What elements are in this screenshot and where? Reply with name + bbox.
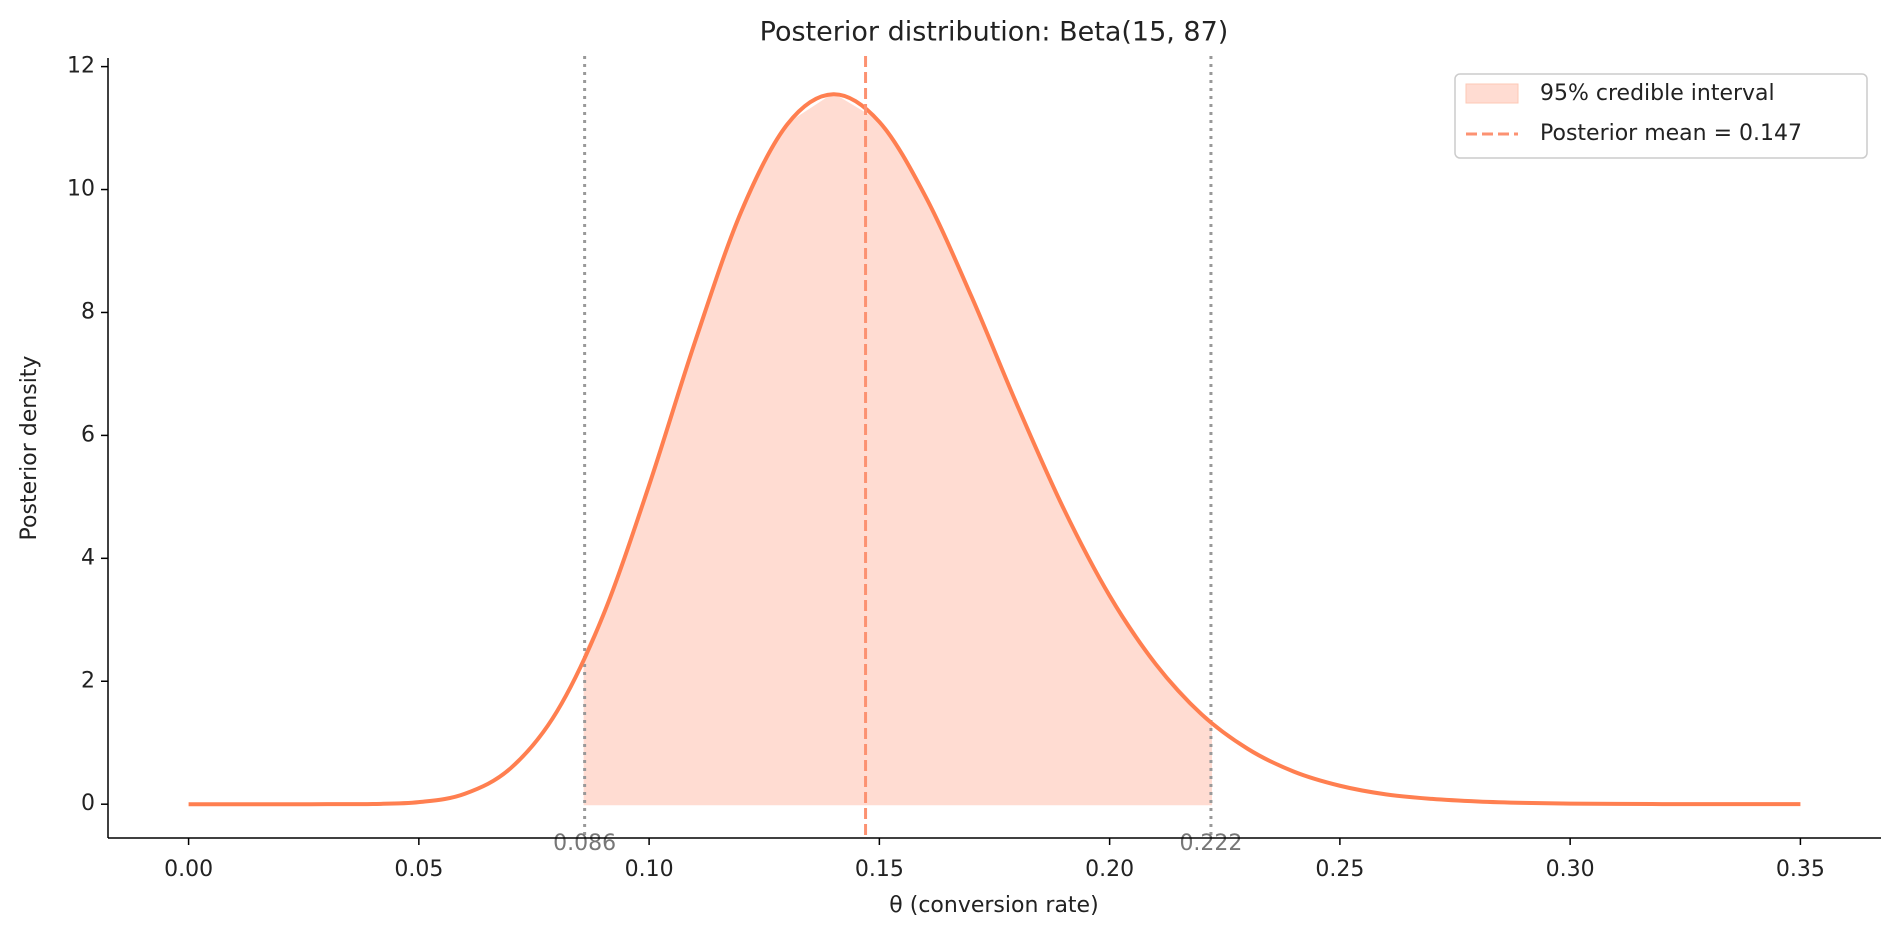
chart-title: Posterior distribution: Beta(15, 87) (760, 17, 1229, 48)
x-tick-label: 0.15 (855, 857, 904, 882)
x-tick-label: 0.25 (1315, 857, 1364, 882)
interval-label: 0.086 (553, 831, 616, 856)
legend-label: 95% credible interval (1540, 81, 1775, 106)
posterior-line (188, 92, 1801, 807)
x-tick-label: 0.05 (394, 857, 443, 882)
y-tick-label: 4 (81, 545, 95, 570)
x-tick-label: 0.30 (1546, 857, 1595, 882)
y-tick-label: 8 (81, 299, 95, 324)
credible-area (583, 93, 1212, 806)
y-axis-label: Posterior density (17, 356, 42, 541)
y-tick-label: 12 (67, 54, 95, 79)
y-tick-label: 2 (81, 668, 95, 693)
legend-swatch (1465, 83, 1519, 104)
y-tick-label: 0 (81, 791, 95, 816)
y-tick-label: 6 (81, 422, 95, 447)
x-tick-label: 0.20 (1085, 857, 1134, 882)
y-tick-label: 10 (67, 177, 95, 202)
x-tick-label: 0.35 (1776, 857, 1825, 882)
x-tick-label: 0.00 (164, 857, 213, 882)
legend-label: Posterior mean = 0.147 (1540, 121, 1802, 146)
legend-box (1454, 73, 1868, 159)
x-axis-label: θ (conversion rate) (889, 893, 1098, 918)
interval-label: 0.222 (1179, 831, 1242, 856)
x-tick-label: 0.10 (625, 857, 674, 882)
